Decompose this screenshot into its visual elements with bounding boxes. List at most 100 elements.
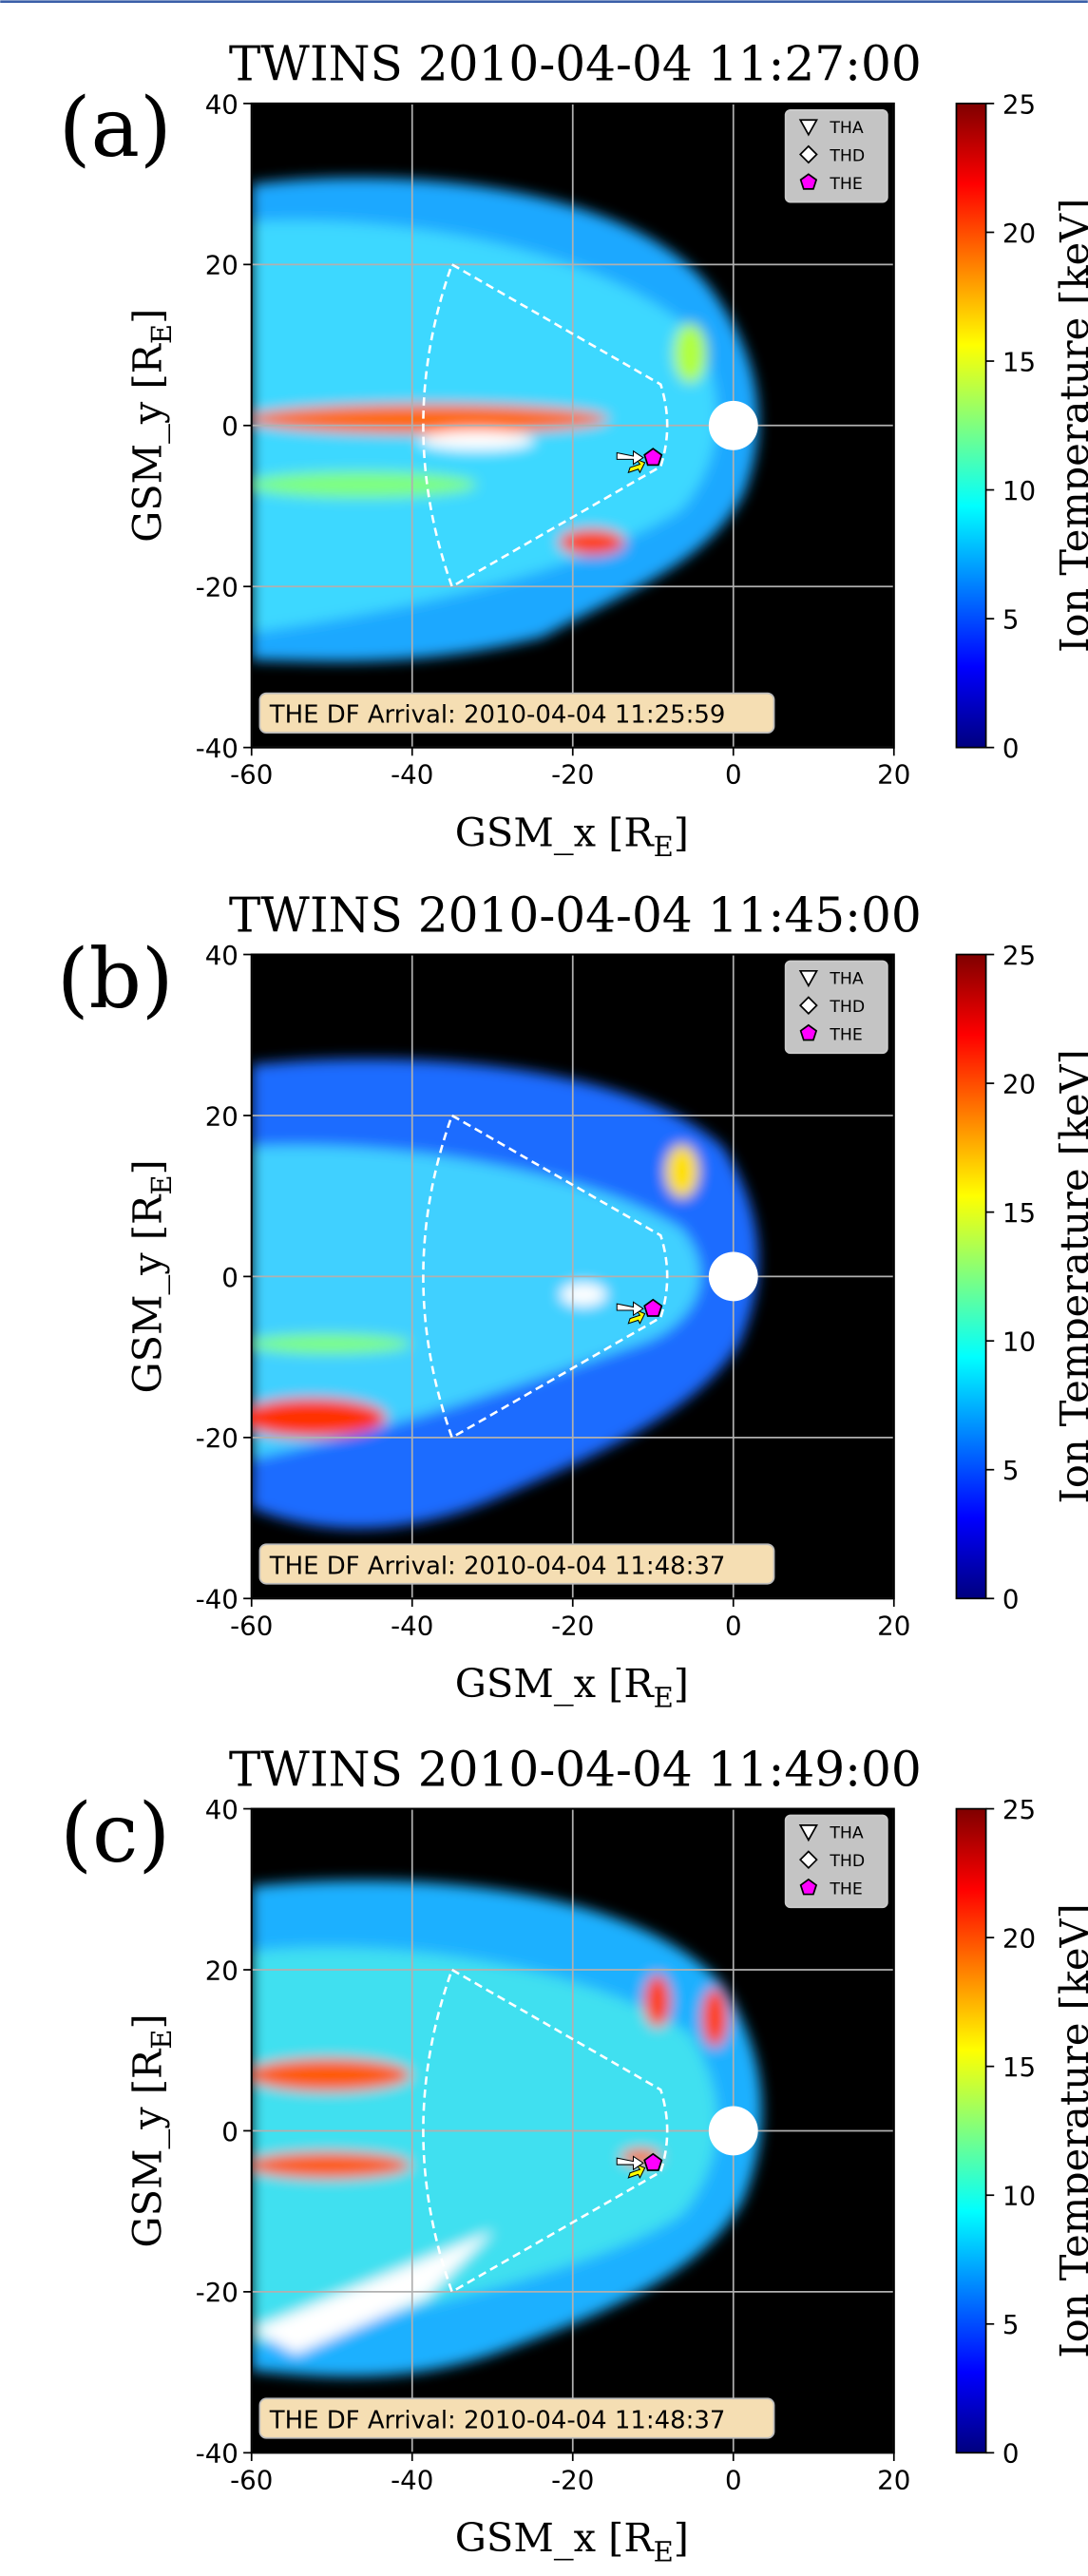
- legend-marker: [799, 1878, 818, 1896]
- colorbar-tick-label: 5: [1002, 1455, 1020, 1486]
- x-axis-label-part: ]: [674, 1660, 689, 1707]
- colorbar-tick-label: 20: [1002, 1923, 1036, 1955]
- twins-fov-sector: [422, 1968, 669, 2294]
- y-axis-label-part: E: [145, 1174, 178, 1194]
- twins-fov-sector: [422, 263, 669, 589]
- arrow: [627, 1308, 646, 1326]
- y-tick-label: 40: [205, 88, 239, 120]
- annotation-box: [258, 692, 775, 734]
- y-tick-label: 0: [221, 2116, 239, 2147]
- x-tick-label: -60: [230, 759, 273, 791]
- chart-title: TWINS 2010-04-04 11:27:00: [229, 36, 922, 92]
- x-tick-label: -20: [551, 2464, 594, 2495]
- scatter-point: [643, 448, 663, 467]
- colorbar-tick-label: 5: [1002, 603, 1020, 635]
- colorbar-tick-label: 15: [1002, 2051, 1036, 2083]
- x-axis-label-part: E: [654, 1681, 674, 1713]
- x-axis-label-part: GSM_x [R: [455, 809, 656, 855]
- colorbar-label: Ion Temperature [keV]: [1051, 1049, 1088, 1503]
- y-axis-label: GSM_y [RE]: [124, 309, 178, 543]
- arrow: [627, 2163, 646, 2180]
- colorbar-tick-label: 10: [1002, 475, 1036, 506]
- x-tick-label: -60: [230, 1610, 273, 1641]
- legend-marker: [799, 1023, 818, 1041]
- y-tick-label: -20: [196, 1422, 239, 1454]
- x-tick-label: -60: [230, 2464, 273, 2495]
- legend-marker: [798, 996, 818, 1015]
- panel-label: (b): [57, 932, 174, 1027]
- colorbar-tick-label: 20: [1002, 218, 1036, 249]
- y-tick-label: 0: [221, 1262, 239, 1293]
- y-axis-label-part: ]: [124, 1159, 171, 1174]
- x-axis-label-part: E: [654, 2535, 674, 2567]
- legend-label: THD: [829, 1852, 865, 1871]
- legend-marker: [798, 1850, 818, 1870]
- x-tick-label: 20: [877, 759, 910, 791]
- legend-label: THE: [829, 1880, 862, 1899]
- arrow: [616, 1301, 644, 1317]
- arrow: [616, 2155, 644, 2171]
- y-tick-label: -40: [196, 2438, 239, 2470]
- y-axis-label-part: GSM_y [R: [124, 2048, 171, 2248]
- colorbar-tick-label: 10: [1002, 1326, 1036, 1358]
- annotation: THE DF Arrival: 2010-04-04 11:48:37: [269, 1552, 726, 1580]
- x-tick-label: 20: [877, 2464, 910, 2495]
- x-axis-label: GSM_x [RE]: [455, 2514, 689, 2567]
- legend-marker: [798, 144, 818, 164]
- y-tick-label: 0: [221, 410, 239, 442]
- x-axis-label-part: GSM_x [R: [455, 2514, 656, 2561]
- colorbar-tick-label: 0: [1002, 2438, 1020, 2470]
- arrow: [627, 458, 646, 474]
- x-tick-label: -40: [391, 2464, 433, 2495]
- chart-title: TWINS 2010-04-04 11:45:00: [229, 887, 922, 943]
- colorbar-tick-label: 5: [1002, 2309, 1020, 2340]
- earth: [708, 1251, 758, 1302]
- x-axis-label-part: E: [654, 830, 674, 863]
- colorbar-tick-label: 10: [1002, 2181, 1036, 2212]
- plot-frame: [250, 102, 895, 749]
- y-tick-label: -40: [196, 733, 239, 764]
- legend-marker: [798, 119, 818, 137]
- y-tick-label: 20: [205, 1955, 239, 1986]
- x-axis-label: GSM_x [RE]: [455, 809, 689, 862]
- colorbar-tick-label: 15: [1002, 1197, 1036, 1229]
- legend-label: THE: [829, 175, 862, 194]
- y-tick-label: 20: [205, 1100, 239, 1132]
- x-tick-label: -40: [391, 759, 433, 791]
- x-tick-label: -20: [551, 759, 594, 791]
- legend-label: THD: [829, 998, 865, 1017]
- chart-title: TWINS 2010-04-04 11:49:00: [229, 1741, 922, 1797]
- earth: [708, 2106, 758, 2156]
- colorbar: [955, 1807, 987, 2454]
- x-tick-label: 20: [877, 1610, 910, 1641]
- colorbar-tick-label: 0: [1002, 733, 1020, 764]
- x-axis-label-part: ]: [674, 2514, 689, 2561]
- colorbar-tick-label: 20: [1002, 1068, 1036, 1099]
- y-axis-label-part: ]: [124, 2013, 171, 2029]
- plot-frame: [250, 953, 895, 1600]
- twins-fov-sector: [422, 1114, 669, 1440]
- x-tick-label: 0: [725, 1610, 742, 1641]
- legend-label: THA: [829, 970, 864, 989]
- y-axis-label-part: ]: [124, 309, 171, 324]
- colorbar-tick-label: 0: [1002, 1584, 1020, 1615]
- x-tick-label: -20: [551, 1610, 594, 1641]
- panel-label: (a): [59, 81, 172, 176]
- legend-label: THA: [829, 1824, 864, 1843]
- colorbar: [955, 953, 987, 1600]
- panel-label: (c): [60, 1786, 170, 1881]
- x-tick-label: 0: [725, 2464, 742, 2495]
- y-axis-label-part: E: [145, 324, 178, 344]
- y-tick-label: 40: [205, 940, 239, 971]
- x-axis-label-part: ]: [674, 809, 689, 855]
- x-axis-label-part: GSM_x [R: [455, 1660, 656, 1707]
- annotation: THE DF Arrival: 2010-04-04 11:25:59: [269, 701, 726, 730]
- colorbar-tick-label: 25: [1002, 1794, 1036, 1825]
- legend-label: THD: [829, 146, 865, 165]
- y-axis-label: GSM_y [RE]: [124, 1159, 178, 1393]
- plot-frame: [250, 1807, 895, 2454]
- colorbar: [955, 103, 987, 749]
- legend-marker: [798, 1824, 818, 1842]
